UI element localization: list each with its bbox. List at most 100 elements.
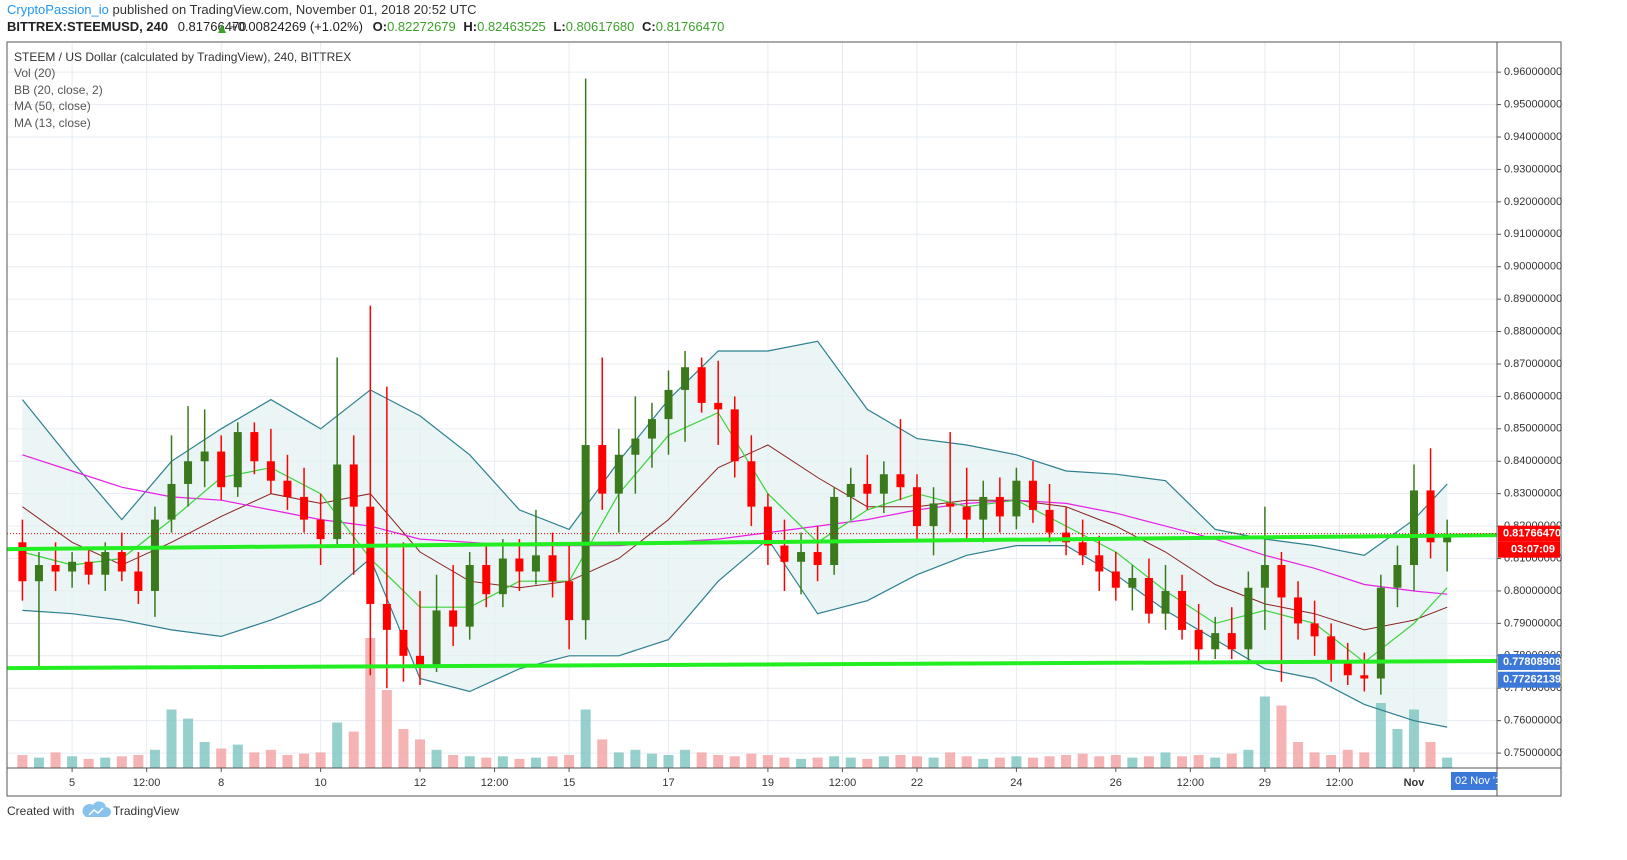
volume-bar	[680, 749, 691, 768]
candle-body	[316, 519, 325, 540]
volume-bar	[1094, 756, 1105, 768]
symbol: BITTREX:STEEMUSD, 240	[7, 19, 168, 34]
moving-average	[22, 454, 1448, 595]
volume-bar	[878, 756, 889, 768]
change: +0.00824269 (+1.02%)	[230, 19, 363, 34]
price-label-box	[1498, 525, 1560, 542]
candle-body	[498, 558, 507, 595]
candle-body	[150, 519, 159, 591]
candle-body	[449, 610, 458, 627]
price-label-box	[1498, 654, 1560, 671]
volume-bar	[67, 756, 78, 768]
volume-bar	[1160, 752, 1171, 768]
x-tick-label: 10	[314, 777, 326, 789]
date-cursor-box	[1451, 772, 1497, 790]
volume-bar	[1342, 749, 1353, 768]
y-tick-label: 0.84000000	[1504, 455, 1562, 467]
candle-body	[1045, 509, 1054, 533]
candle-body	[1376, 587, 1385, 679]
candle-body	[1410, 490, 1419, 566]
symbol-line: BITTREX:STEEMUSD, 240 0.81766470	[7, 19, 246, 34]
volume-bar	[133, 755, 144, 768]
candle-body	[68, 561, 77, 572]
candle-body	[531, 555, 540, 572]
chart-frame	[6, 41, 1562, 797]
volume-bar	[1061, 755, 1072, 768]
up-arrow	[218, 24, 226, 33]
volume-bar	[796, 758, 807, 768]
y-tick-label: 0.94000000	[1504, 131, 1562, 143]
candle-body	[1244, 587, 1253, 650]
candle-body	[349, 464, 358, 507]
x-tick-label: 12:00	[1326, 777, 1354, 789]
x-tick-label: 19	[762, 777, 774, 789]
bb-upper	[21, 340, 1448, 556]
candle-body	[1327, 636, 1336, 663]
ohlc-label: O:	[373, 19, 387, 34]
candle-body	[283, 480, 292, 497]
change-line: +0.00824269 (+1.02%) O:0.82272679 H:0.82…	[230, 19, 724, 34]
footer-brand[interactable]: TradingView	[113, 804, 179, 818]
x-tick-label: 8	[218, 777, 224, 789]
candle-body	[34, 565, 43, 582]
candle-body	[664, 389, 673, 420]
price-label: 0.81766470	[1503, 528, 1561, 540]
author[interactable]: CryptoPassion_io	[7, 2, 109, 17]
volume-bar	[1177, 756, 1188, 768]
x-tick-label: 22	[911, 777, 923, 789]
ohlc-label: H:	[463, 19, 477, 34]
header-line: CryptoPassion_io published on TradingVie…	[7, 2, 477, 17]
y-tick-label: 0.89000000	[1504, 293, 1562, 305]
volume-bar	[282, 755, 293, 768]
volume-bar	[564, 755, 575, 768]
candle-body	[697, 367, 706, 403]
candle-body	[134, 571, 143, 591]
candle-body	[863, 483, 872, 494]
volume-bar	[1392, 729, 1403, 768]
legend-entry: BB (20, close, 2)	[14, 83, 103, 97]
candle-body	[913, 487, 922, 527]
candle-body	[1144, 577, 1153, 614]
x-tick-label: 26	[1110, 777, 1122, 789]
volume-bar	[630, 749, 641, 768]
ohlc-label: L:	[553, 19, 565, 34]
volume-bar	[1011, 756, 1022, 768]
candle-body	[399, 629, 408, 656]
ohlc-value: 0.82463525	[477, 19, 546, 34]
x-tick-label: 29	[1259, 777, 1271, 789]
volume-bar	[1143, 756, 1154, 768]
x-tick-label: 24	[1010, 777, 1022, 789]
bb-band	[22, 341, 1448, 728]
candle-body	[333, 464, 342, 540]
volume-bar	[1276, 705, 1287, 768]
candle-body	[167, 483, 176, 520]
volume-bar	[497, 756, 508, 768]
volume-bar	[415, 739, 426, 768]
y-tick-label: 0.96000000	[1504, 66, 1562, 78]
candle-body	[581, 445, 590, 621]
volume-bar	[1077, 753, 1088, 768]
volume-bar	[779, 757, 790, 768]
candle-body	[1343, 662, 1352, 676]
volume-bar	[945, 752, 956, 768]
candle-body	[1277, 565, 1286, 598]
volume-bar	[199, 742, 210, 768]
y-tick-label: 0.79000000	[1504, 617, 1562, 629]
volume-bar	[166, 709, 177, 768]
volume-bar	[696, 752, 707, 768]
candle-body	[84, 561, 93, 575]
volume-bar	[1425, 742, 1436, 768]
volume-bar	[249, 752, 260, 768]
candle-body	[1128, 577, 1137, 588]
volume-bar	[183, 718, 194, 768]
volume-bar	[646, 753, 657, 768]
volume-bar	[365, 638, 376, 768]
volume-bar	[812, 757, 823, 768]
published: published on TradingView.com, November 0…	[113, 2, 477, 17]
volume-bar	[928, 757, 939, 768]
legend-entry: MA (50, close)	[14, 99, 91, 113]
volume-bar	[829, 756, 840, 768]
candle-body	[1095, 555, 1104, 572]
y-tick-label: 0.93000000	[1504, 163, 1562, 175]
